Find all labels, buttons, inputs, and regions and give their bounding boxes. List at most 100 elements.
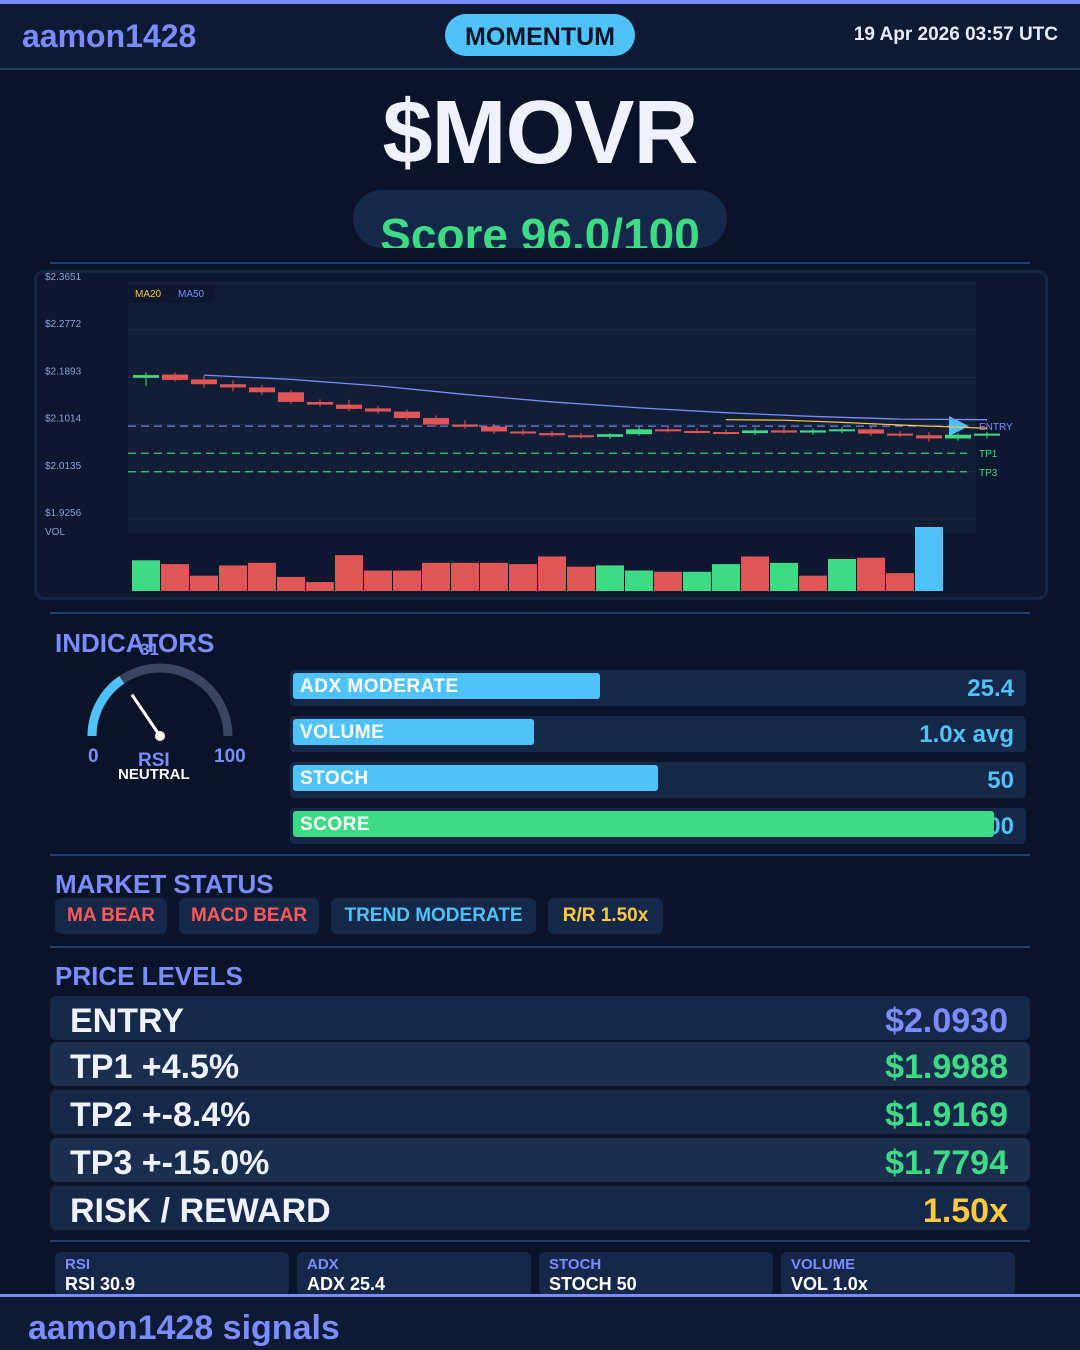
candle-body [887,433,913,436]
mode-badge: MOMENTUM [445,14,635,56]
price-chart: $2.3651 $2.2772 $2.1893 $2.1014 $2.0135 $1.92… [34,270,1048,600]
bar-label: VOLUME [300,722,385,743]
level-value: 1.50x [922,1192,1008,1230]
indicators-title: INDICATORS [55,628,215,658]
candle-body [278,392,304,402]
timestamp: 19 Apr 2026 03:57 UTC [853,24,1058,45]
candle-body [916,435,942,439]
indicator-bar-adx: 25.4 ADX MODERATE [290,670,1026,706]
status-badge: MA BEAR [55,898,167,934]
candle-body [249,387,275,393]
candle-body [597,434,623,437]
candle-body [336,404,362,409]
candle-body [510,431,536,434]
volume-bar [422,562,450,591]
volume-bar [509,564,537,591]
y-tick-label: $2.1893 [45,366,82,377]
candle-body [771,430,797,433]
gauge-max-label: 100 [214,746,246,767]
plot-area [128,283,976,533]
volume-bar [480,562,508,591]
status-badge: TREND MODERATE [331,898,536,934]
volume-bar [335,555,363,591]
candle-body [423,418,449,425]
bar-fill [293,811,994,837]
price-levels-title: PRICE LEVELS [55,961,243,991]
indicator-bar-score: 100SCORE [290,808,1026,844]
volume-bar [741,556,769,591]
volume-bar [161,564,189,591]
brand-name: aamon1428 [22,18,197,54]
volume-bar [451,562,479,591]
level-name: RISK / REWARD [70,1192,331,1230]
divider [50,1240,1030,1242]
volume-bar [190,575,218,591]
rsi-gauge-value: 31 [140,640,159,659]
indicator-bar-volume: 1.0x avg VOLUME [290,716,1026,752]
level-label: ENTRY [979,422,1013,433]
stat-card-adx: ADX ADX 25.4 [297,1252,531,1296]
level-label: TP3 [979,468,998,479]
divider [50,612,1030,614]
rsi-gauge [87,663,233,741]
y-tick-label: $2.3651 [45,273,82,283]
bar-value: 25.4 [967,675,1014,702]
level-value: $1.9988 [885,1048,1008,1086]
price-level-row: TP1 +4.5% $1.9988 [50,1042,1030,1086]
stat-value: STOCH 50 [549,1274,637,1294]
volume-bar [770,562,798,591]
stat-value: VOL 1.0x [791,1274,868,1294]
volume-bar [132,560,160,591]
stat-title: RSI [65,1256,91,1273]
stat-card-rsi: RSI RSI 30.9 [55,1252,289,1296]
volume-bar [799,575,827,591]
bar-fill [293,719,534,745]
bar-label: ADX MODERATE [300,676,459,697]
price-level-row: TP3 +-15.0% $1.7794 [50,1138,1030,1182]
stat-title: STOCH [549,1256,602,1273]
candle-body [133,375,159,378]
bar-fill [293,673,600,699]
volume-bar [596,565,624,591]
status-badge: MACD BEAR [179,898,319,934]
footer-text: aamon1428 signals [28,1309,340,1347]
legend-ma20: MA20 [135,289,162,300]
candle-body [162,374,188,380]
header-bar: aamon1428 MOMENTUM 19 Apr 2026 03:57 UTC [0,4,1080,70]
volume-bar [683,571,711,591]
y-tick-label: $2.0135 [45,461,82,472]
y-tick-label: $2.1014 [45,414,82,425]
stat-title: ADX [307,1256,339,1273]
level-label: TP1 [979,449,998,460]
stat-value: RSI 30.9 [65,1274,136,1294]
divider [50,946,1030,948]
candle-body [307,401,333,405]
candle-body [481,426,507,432]
volume-bar [886,573,914,591]
candle-body [974,433,1000,436]
stat-value: ADX 25.4 [307,1274,386,1294]
ticker-symbol: $MOVR [382,83,698,183]
y-tick-label: $2.2772 [45,319,82,330]
entry-arrow [949,416,969,437]
gauge-status: NEUTRAL [118,766,190,783]
bar-label: SCORE [300,814,371,835]
volume-bar [306,582,334,591]
candle-body [539,433,565,436]
score-text: Score 96.0/100 [380,209,700,248]
price-level-row: TP2 +-8.4% $1.9169 [50,1090,1030,1134]
level-value: $1.9169 [885,1096,1008,1134]
volume-bar [915,527,943,591]
level-name: TP3 +-15.0% [70,1144,270,1182]
level-name: ENTRY [70,1002,184,1040]
price-level-row: ENTRY $2.0930 [50,996,1030,1040]
bar-label: STOCH [300,768,369,789]
volume-bar [712,564,740,591]
legend-box [129,285,215,303]
candle-body [626,429,652,435]
volume-bar [828,559,856,591]
candle-body [742,430,768,434]
divider [50,262,1030,264]
candle-body [945,434,971,439]
volume-bar [625,570,653,591]
